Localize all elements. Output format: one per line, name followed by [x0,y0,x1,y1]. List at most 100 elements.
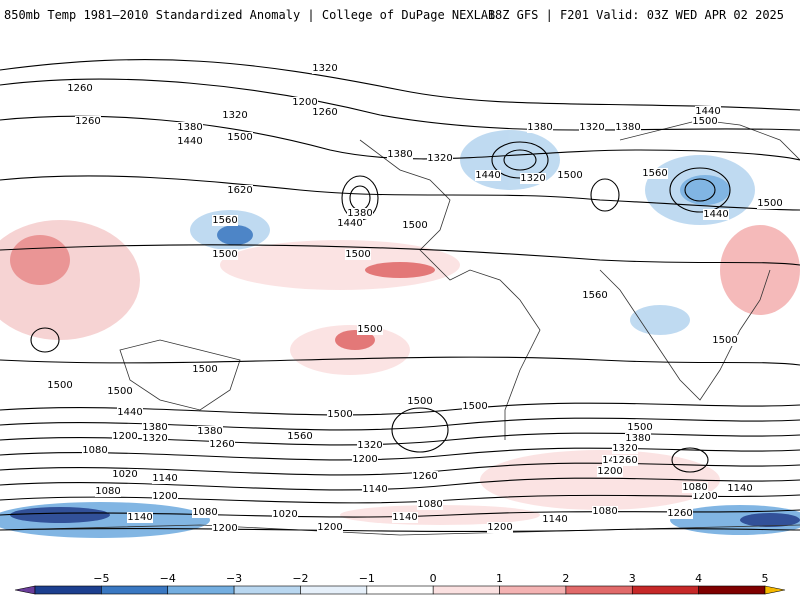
colorbar-segment [300,585,368,595]
contour-label-text: 1200 [597,466,622,477]
contour-label: 1440 [117,407,143,418]
contour-label: 1320 [579,122,605,133]
contour-label: 1560 [212,215,238,226]
contour-label-text: 1560 [287,431,312,442]
contour-label-text: 1500 [407,396,432,407]
colorbar-segment [499,585,567,595]
contour-label: 1560 [287,431,313,442]
contour-label-bg [209,439,235,450]
colorbar-tick-label: 3 [629,572,636,585]
contour-label-text: 1440 [117,407,142,418]
contour-label: 1200 [597,466,623,477]
contour-label: 1500 [462,401,488,412]
colorbar-tick-label: 5 [762,572,769,585]
contour-label-text: 1200 [112,431,137,442]
contour-label-text: 1080 [95,486,120,497]
contour-label: 1560 [582,290,608,301]
contour-label-bg [312,63,338,74]
contour-label-bg [227,132,253,143]
colorbar-arrow-right [764,585,786,595]
contour-label-text: 1500 [712,335,737,346]
contour-label-bg [347,208,373,219]
contour-label-text: 1080 [682,482,707,493]
contour-line [0,356,800,366]
contour-label: 1200 [292,97,318,108]
contour-label-text: 1380 [142,422,167,433]
contour-low-europe-inner [684,178,716,202]
contour-label-text: 1500 [757,198,782,209]
contour-label-text: 1200 [212,523,237,534]
contour-label-bg [627,422,653,433]
contour-label-bg [612,443,638,454]
contour-label: 1020 [112,469,138,480]
contour-label-text: 1260 [412,471,437,482]
contour-label-bg [142,433,168,444]
contour-label-text: 1560 [212,215,237,226]
contour-label-text: 1500 [627,422,652,433]
contour-label-bg [625,433,651,444]
contour-label-bg [712,335,738,346]
contour-label-text: 1380 [387,149,412,160]
contour-label-bg [615,122,641,133]
contour-label-bg [292,97,318,108]
contour-label: 1500 [692,116,718,127]
contour-label-bg [427,153,453,164]
contour-line [0,477,800,491]
contour-closed-west [30,327,60,353]
contour-label-text: 1200 [317,522,342,533]
contour-low-europe [669,167,731,213]
contour-label-bg [95,486,121,497]
contour-label-bg [362,484,388,495]
contour-label-text: 1140 [727,483,752,494]
contour-label-text: 1380 [625,433,650,444]
contour-label: 1080 [95,486,121,497]
contour-label: 1320 [520,173,546,184]
contour-label-bg [227,185,253,196]
contour-label-bg [192,507,218,518]
contour-label: 1140 [152,473,178,484]
contour-label: 1200 [317,522,343,533]
contour-label-text: 1080 [592,506,617,517]
anomaly-cold-antarctic-west [10,507,110,523]
contour-label-text: 1440 [337,218,362,229]
model-run-info: 18Z GFS | F201 Valid: 03Z WED APR 02 202… [487,8,784,22]
contour-label-text: 1140 [392,512,417,523]
contour-label-text: 1200 [152,491,177,502]
contour-label: 1200 [352,454,378,465]
contour-label: 1440 [475,170,501,181]
contour-label: 1380 [387,149,413,160]
contour-label-bg [642,168,668,179]
contour-label: 1500 [47,380,73,391]
colorbar-tick-label: −1 [359,572,375,585]
colorbar-tick-label: −3 [226,572,242,585]
contour-label: 1260 [209,439,235,450]
colorbar-tick-label: 2 [562,572,569,585]
contour-label-text: 1380 [347,208,372,219]
contour-label: 1380 [142,422,168,433]
contour-label-text: 1500 [357,324,382,335]
contour-label-text: 1560 [642,168,667,179]
anomaly-cool-pacific-core [217,225,253,245]
contour-label-text: 1440 [703,209,728,220]
contour-label: 1320 [612,443,638,454]
contour-label-bg [117,407,143,418]
contour-label: 1200 [112,431,138,442]
contour-label-text: 1200 [487,522,512,533]
contour-label-bg [47,380,73,391]
contour-label-bg [597,466,623,477]
contour-label-bg [387,149,413,160]
contour-label-bg [75,116,101,127]
contour-label: 1500 [107,386,133,397]
contour-label: 1500 [757,198,783,209]
colorbar-segment [101,585,169,595]
anomaly-warm-asia-core [10,235,70,285]
contour-label-bg [475,170,501,181]
contour-label-text: 1020 [272,509,297,520]
contour-label-text: 1320 [142,433,167,444]
contour-label-text: 1020 [112,469,137,480]
contour-label-bg [417,499,443,510]
colorbar: −5 −4 −3 −2 −1 0 1 2 3 4 5 [0,568,800,600]
contour-label-text: 1500 [345,249,370,260]
contour-label-bg [327,409,353,420]
contour-label-text: 1200 [692,491,717,502]
